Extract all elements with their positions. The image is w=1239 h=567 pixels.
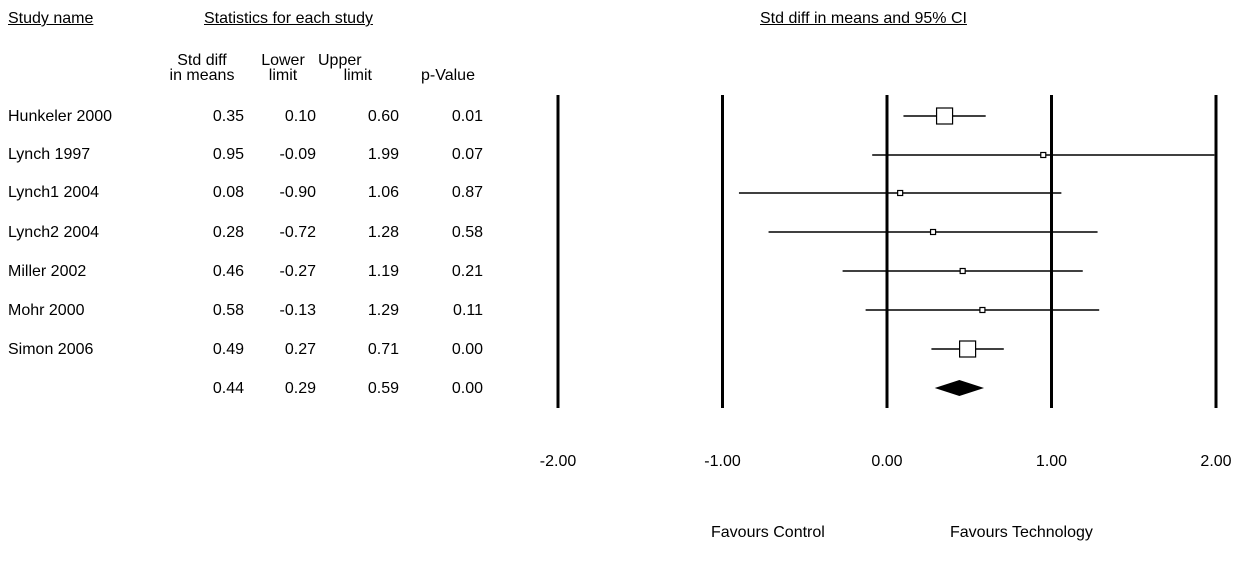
- favours-technology-label: Favours Technology: [950, 524, 1093, 541]
- std-diff-value: 0.08: [212, 184, 244, 201]
- statistics-header: Statistics for each study: [204, 10, 373, 27]
- col-header-lower-line1: Lower: [261, 52, 305, 69]
- col-header-upper: Upper limit: [318, 52, 372, 84]
- lower-limit-value: -0.09: [279, 146, 316, 163]
- lower-limit-value: -0.27: [279, 263, 316, 280]
- std-diff-value: 0.44: [212, 380, 244, 397]
- effect-box: [929, 228, 937, 236]
- effect-box: [897, 189, 904, 197]
- lower-limit-value: -0.13: [279, 302, 316, 319]
- study-name: Lynch1 2004: [8, 184, 100, 201]
- col-header-lower-line2: limit: [268, 67, 298, 84]
- col-header-upper-line1: Upper: [318, 52, 362, 69]
- lower-limit-value: 0.27: [284, 341, 316, 358]
- upper-limit-value: 0.71: [367, 341, 399, 358]
- upper-limit-value: 1.06: [367, 184, 399, 201]
- effect-box: [979, 306, 986, 314]
- study-name-header: Study name: [8, 10, 94, 27]
- upper-limit-value: 0.60: [367, 108, 399, 125]
- p-value: 0.07: [451, 146, 483, 163]
- summary-diamond: [934, 380, 985, 396]
- col-header-p-value: p-Value: [406, 67, 490, 84]
- std-diff-value: 0.49: [212, 341, 244, 358]
- std-diff-value: 0.35: [212, 108, 244, 125]
- effect-box: [1040, 151, 1047, 159]
- col-header-std-diff-line1: Std diff: [177, 52, 227, 69]
- lower-limit-value: -0.90: [279, 184, 316, 201]
- x-tick-label: -2.00: [540, 453, 577, 470]
- std-diff-value: 0.95: [212, 146, 244, 163]
- p-value: 0.00: [451, 380, 483, 397]
- favours-control-label: Favours Control: [711, 524, 825, 541]
- p-value: 0.11: [453, 302, 483, 319]
- upper-limit-value: 1.28: [367, 224, 399, 241]
- lower-limit-value: -0.72: [279, 224, 316, 241]
- plot-title: Std diff in means and 95% CI: [760, 10, 967, 27]
- effect-box: [959, 267, 966, 275]
- lower-limit-value: 0.29: [284, 380, 316, 397]
- study-name: Lynch2 2004: [8, 224, 100, 241]
- study-name: Simon 2006: [8, 341, 94, 358]
- x-tick-label: 1.00: [1036, 453, 1067, 470]
- p-value: 0.01: [451, 108, 483, 125]
- lower-limit-value: 0.10: [284, 108, 316, 125]
- p-value: 0.87: [451, 184, 483, 201]
- study-name: Mohr 2000: [8, 302, 85, 319]
- col-header-lower: Lower limit: [254, 52, 312, 84]
- std-diff-value: 0.46: [212, 263, 244, 280]
- std-diff-value: 0.28: [212, 224, 244, 241]
- p-value: 0.58: [451, 224, 483, 241]
- col-header-p-value-line1: p-Value: [421, 67, 475, 84]
- study-name: Miller 2002: [8, 263, 87, 280]
- col-header-upper-line2: limit: [343, 67, 372, 84]
- upper-limit-value: 1.99: [367, 146, 399, 163]
- effect-box: [959, 340, 977, 358]
- x-tick-label: 0.00: [871, 453, 902, 470]
- p-value: 0.21: [451, 263, 483, 280]
- std-diff-value: 0.58: [212, 302, 244, 319]
- upper-limit-value: 1.29: [367, 302, 399, 319]
- upper-limit-value: 1.19: [367, 263, 399, 280]
- upper-limit-value: 0.59: [367, 380, 399, 397]
- x-tick-label: -1.00: [704, 453, 741, 470]
- study-name: Hunkeler 2000: [8, 108, 113, 125]
- x-tick-label: 2.00: [1200, 453, 1231, 470]
- col-header-std-diff: Std diff in means: [156, 52, 248, 84]
- p-value: 0.00: [451, 341, 483, 358]
- col-header-std-diff-line2: in means: [169, 67, 235, 84]
- study-name: Lynch 1997: [8, 146, 91, 163]
- effect-box: [935, 107, 954, 125]
